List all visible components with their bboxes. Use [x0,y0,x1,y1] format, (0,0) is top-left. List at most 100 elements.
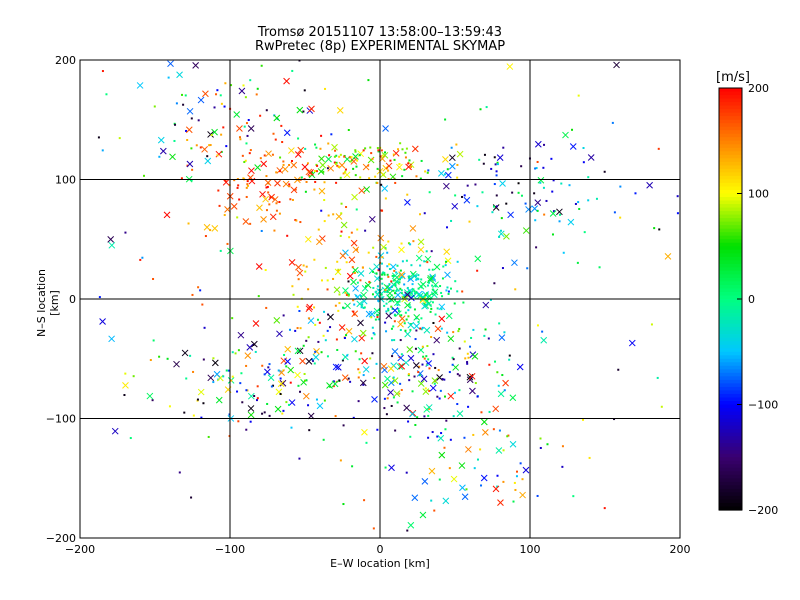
scatter-point [369,357,372,360]
scatter-point [513,481,516,484]
scatter-point [314,143,317,146]
scatter-point-cross [274,179,281,187]
scatter-point [350,231,353,234]
colorbar-segment [719,102,742,107]
scatter-point [332,213,335,216]
scatter-point [458,374,461,377]
scatter-point [334,415,337,418]
scatter-point [432,321,435,324]
scatter-point [149,359,152,362]
scatter-point [275,202,278,205]
scatter-point [401,260,404,263]
scatter-point-cross [458,462,466,469]
colorbar-segment [719,358,742,363]
scatter-point-cross [308,105,315,113]
scatter-point [353,313,356,316]
scatter-point [279,392,282,395]
scatter-point [482,162,485,165]
scatter-point [418,374,421,377]
scatter-point [317,340,320,343]
scatter-point [395,289,398,292]
scatter-point [496,474,499,477]
scatter-point [385,310,388,313]
scatter-point [382,174,385,177]
scatter-point [619,216,622,219]
scatter-point-cross [419,296,427,304]
scatter-point [390,404,393,407]
scatter-point [441,295,444,298]
scatter-point [185,377,188,380]
scatter-point [376,428,379,431]
scatter-point-cross [203,223,211,231]
scatter-point [308,174,311,177]
scatter-point-cross [296,106,304,114]
scatter-point-cross [411,494,419,502]
scatter-point [290,426,293,429]
scatter-point [446,331,449,334]
scatter-point-cross [423,326,431,334]
scatter-point [439,389,442,392]
scatter-point [335,154,338,157]
scatter-point-cross [381,185,389,192]
scatter-point-cross [497,499,504,506]
scatter-point [302,344,305,347]
scatter-point [362,306,365,309]
scatter-point [222,375,225,378]
scatter-point [552,210,555,213]
scatter-point [294,329,297,332]
scatter-point-cross [305,305,313,313]
scatter-point [319,147,322,150]
scatter-point-cross [417,246,425,254]
scatter-point [236,186,239,189]
scatter-point [365,285,368,288]
scatter-point [209,144,212,147]
scatter-point [434,285,437,288]
scatter-point-cross [396,163,403,171]
scatter-point [285,401,288,404]
scatter-point [468,220,471,223]
scatter-point [382,271,385,274]
scatter-point [243,125,246,128]
scatter-point [377,318,380,321]
scatter-point [541,330,544,333]
scatter-point [428,367,431,370]
colorbar-tick-label: −100 [748,399,778,412]
scatter-point-cross [192,62,200,69]
scatter-point [496,163,499,166]
scatter-point [399,339,402,342]
scatter-point [257,295,260,298]
scatter-point-cross [537,176,545,184]
scatter-point [536,209,539,212]
scatter-point-cross [250,340,258,348]
scatter-point [376,313,379,316]
scatter-point [558,220,561,223]
scatter-point [225,145,228,148]
scatter-point [494,163,497,166]
scatter-point-cross [380,243,387,251]
scatter-point [574,202,577,205]
scatter-point [141,256,144,259]
scatter-point [296,327,299,330]
scatter-point [261,412,264,415]
scatter-point [343,337,346,340]
scatter-point [578,207,581,210]
colorbar-segment [719,344,742,349]
scatter-point [539,181,542,184]
scatter-point [456,373,459,376]
scatter-point-cross [498,334,506,342]
colorbar-segment [719,299,742,304]
scatter-point [423,357,426,360]
scatter-point [400,353,403,356]
scatter-point [362,149,365,152]
scatter-point [436,395,439,398]
scatter-point [474,183,477,186]
scatter-point [224,82,227,85]
scatter-point-cross [215,396,223,404]
colorbar-segment [719,232,742,237]
scatter-point [434,366,437,369]
colorbar-segment [719,228,742,233]
scatter-point [576,261,579,264]
scatter-point [217,189,220,192]
scatter-point [242,177,245,180]
scatter-point [365,441,368,444]
